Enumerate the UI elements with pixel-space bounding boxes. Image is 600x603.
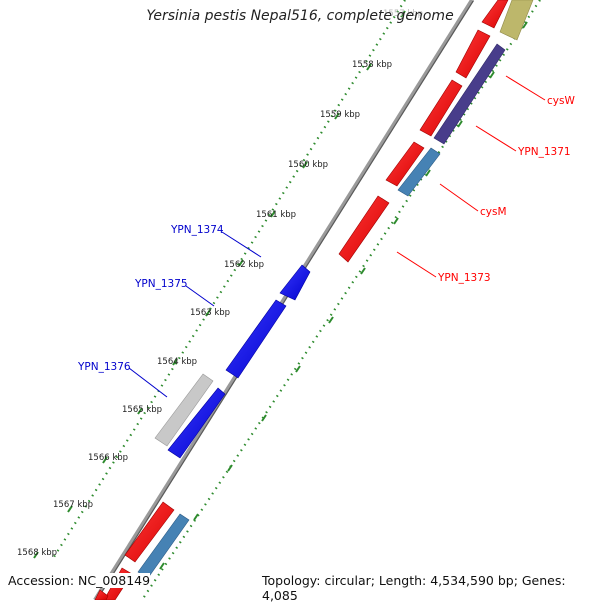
genome-backbone (93, 0, 475, 600)
major-tick (137, 407, 143, 415)
tick-label: 1563 kbp (190, 308, 230, 318)
major-tick (425, 169, 431, 177)
tick-label: 1557 kbp (383, 9, 423, 19)
reverse-genes (94, 0, 534, 600)
gene-red-3[interactable] (419, 79, 463, 137)
gene-label-ypn1375[interactable]: YPN_1375 (134, 278, 188, 290)
gene-label-ypn1373[interactable]: YPN_1373 (437, 272, 491, 284)
accession-label: Accession: NC_008149 (8, 573, 151, 588)
major-tick (205, 309, 211, 317)
tick-labels: 1557 kbp 1558 kbp 1559 kbp 1560 kbp 1561… (17, 9, 423, 558)
gene-ypn1374-arrow[interactable] (279, 264, 311, 301)
gene-ypn1376-arrow[interactable] (154, 373, 214, 447)
major-tick (302, 161, 308, 169)
gene-label-cysw[interactable]: cysW (547, 95, 575, 107)
major-tick (172, 358, 178, 366)
major-tick (295, 365, 301, 373)
gene-red-top-1[interactable] (481, 0, 509, 29)
gene-ypn1375-arrow[interactable] (225, 299, 287, 379)
tick-label: 1564 kbp (157, 357, 197, 367)
major-ticks (33, 10, 528, 570)
major-tick (67, 505, 73, 513)
tick-label: 1567 kbp (53, 500, 93, 510)
major-tick (261, 414, 267, 422)
gene-khaki-top[interactable] (499, 0, 534, 41)
map-title: Yersinia pestis Nepal516, complete genom… (146, 8, 454, 24)
major-tick (489, 71, 495, 79)
gene-red-bottom-1[interactable] (124, 501, 175, 563)
forward-genes (154, 264, 311, 459)
major-tick (227, 464, 233, 472)
major-tick (270, 210, 276, 218)
gene-label-ypn1374[interactable]: YPN_1374 (170, 224, 224, 236)
major-tick (193, 513, 199, 521)
genome-summary: Topology: circular; Length: 4,534,590 bp… (262, 573, 600, 603)
tick-label: 1561 kbp (256, 210, 296, 220)
major-tick (33, 551, 39, 559)
major-tick (400, 10, 406, 18)
tick-label: 1565 kbp (122, 405, 162, 415)
major-tick (366, 63, 372, 71)
gene-forward-arrow-3[interactable] (167, 387, 226, 459)
gene-cysm-arrow[interactable] (397, 147, 441, 197)
inner-dotted-ring (141, 0, 541, 600)
label-leaders (128, 75, 546, 398)
tick-label: 1560 kbp (288, 160, 328, 170)
gene-label-ypn1376[interactable]: YPN_1376 (77, 361, 131, 373)
major-tick (522, 21, 528, 29)
major-tick (328, 316, 334, 324)
tick-label: 1566 kbp (88, 453, 128, 463)
gene-label-ypn1371[interactable]: YPN_1371 (517, 146, 571, 158)
tick-label: 1562 kbp (224, 260, 264, 270)
gene-red-bottom-3[interactable] (94, 589, 109, 600)
tick-label: 1568 kbp (17, 548, 57, 558)
major-tick (360, 267, 366, 275)
major-tick (334, 112, 340, 120)
major-tick (457, 120, 463, 128)
major-tick (102, 456, 108, 464)
major-tick (393, 217, 399, 225)
gene-ypn1373-arrow[interactable] (338, 195, 390, 263)
gene-labels: cysW YPN_1371 cysM YPN_1373 YPN_1374 YPN… (77, 95, 575, 373)
gene-red-2[interactable] (455, 29, 491, 79)
tick-label: 1559 kbp (320, 110, 360, 120)
gene-ypn1371-arrow[interactable] (385, 141, 425, 187)
gene-cysw-arrow[interactable] (433, 43, 506, 145)
outer-dotted-ring (51, 0, 406, 561)
tick-label: 1558 kbp (352, 60, 392, 70)
gene-label-cysm[interactable]: cysM (480, 206, 507, 218)
major-tick (159, 562, 165, 570)
major-tick (238, 259, 244, 267)
